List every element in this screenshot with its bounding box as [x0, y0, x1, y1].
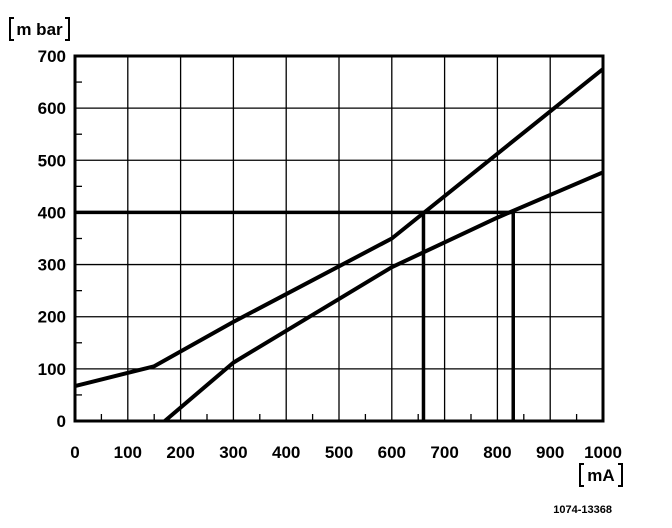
- x-tick-label: 700: [430, 443, 458, 462]
- series-group: [74, 67, 605, 423]
- x-tick-label: 1000: [584, 443, 622, 462]
- y-tick-label: 700: [38, 47, 66, 66]
- y-tick-label: 600: [38, 99, 66, 118]
- x-tick-label: 500: [325, 443, 353, 462]
- x-tick-label: 600: [378, 443, 406, 462]
- x-tick-label: 800: [483, 443, 511, 462]
- x-tick-labels: 0 100 200 300 400 500 600 700 800 900 1000: [70, 443, 622, 462]
- x-tick-label: 900: [536, 443, 564, 462]
- y-unit-box: m bar: [9, 17, 70, 41]
- y-tick-label: 300: [38, 256, 66, 275]
- minor-ticks: [75, 81, 578, 421]
- x-unit-box: mA: [579, 463, 623, 487]
- x-tick-label: 100: [114, 443, 142, 462]
- y-tick-label: 200: [38, 308, 66, 327]
- x-tick-label: 400: [272, 443, 300, 462]
- y-tick-label: 100: [38, 360, 66, 379]
- reference-lines: [75, 210, 515, 421]
- y-axis-label: m bar: [16, 20, 63, 39]
- x-tick-label: 200: [166, 443, 194, 462]
- x-axis-label: mA: [587, 466, 614, 485]
- plot-frame: [73, 54, 605, 423]
- series-line-1: [74, 67, 605, 389]
- figure-code: 1074-13368: [553, 504, 612, 516]
- y-tick-label: 500: [38, 151, 66, 170]
- y-tick-label: 400: [38, 203, 66, 222]
- x-tick-label: 300: [219, 443, 247, 462]
- series-line-2: [163, 170, 604, 423]
- x-tick-label: 0: [70, 443, 79, 462]
- y-tick-label: 0: [57, 412, 66, 431]
- y-tick-labels: 0 100 200 300 400 500 600 700: [38, 47, 66, 431]
